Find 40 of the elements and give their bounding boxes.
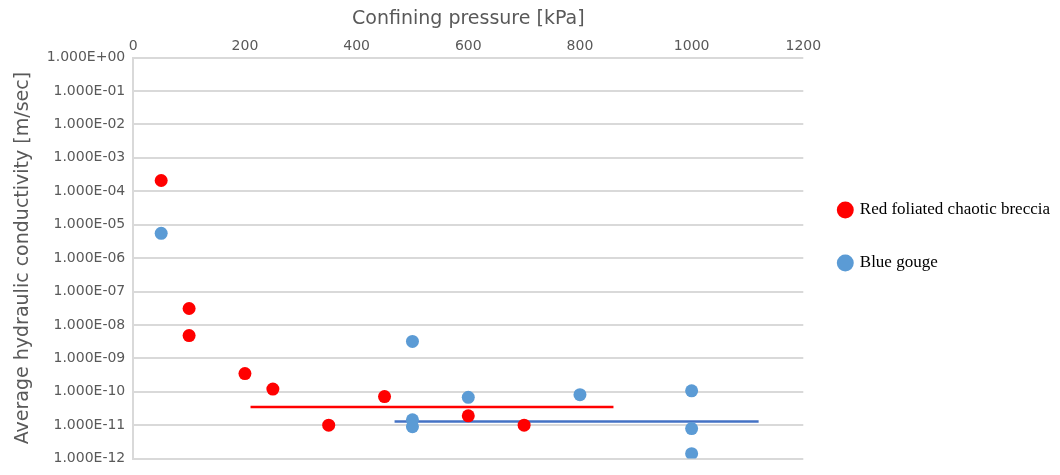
point — [405, 334, 419, 348]
x-tick-label: 0 — [128, 36, 138, 53]
point — [461, 409, 475, 423]
point — [182, 302, 196, 316]
y-tick-label: 1.000E-04 — [53, 181, 126, 198]
legend-label: Blue gouge — [859, 252, 938, 272]
y-tick-label: 1.000E-12 — [53, 449, 126, 466]
point — [182, 329, 196, 343]
x-tick-label: 400 — [343, 36, 370, 53]
legend-label: Red foliated chaotic breccia — [859, 199, 1051, 219]
x-tick-label: 600 — [454, 36, 482, 53]
y-tick-label: 1.000E+00 — [46, 48, 126, 65]
point — [573, 388, 587, 402]
y-tick-label: 1.000E-01 — [53, 81, 126, 98]
point — [378, 390, 392, 404]
x-axis-title: Confining pressure [kPa] — [352, 6, 585, 29]
y-tick-label: 1.000E-08 — [53, 315, 126, 332]
y-tick-label: 1.000E-02 — [53, 115, 126, 132]
point — [154, 226, 168, 240]
x-tick-label: 1000 — [673, 36, 710, 53]
y-tick-label: 1.000E-05 — [53, 215, 126, 232]
x-tick-label: 800 — [566, 36, 594, 53]
point — [154, 174, 168, 187]
y-tick-label: 1.000E-06 — [53, 248, 126, 265]
y-tick-label: 1.000E-03 — [53, 148, 126, 165]
point — [266, 382, 280, 396]
y-tick-label: 1.000E-11 — [53, 415, 126, 432]
point — [322, 418, 336, 432]
y-axis-title: Average hydraulic conductivity [m/sec] — [10, 71, 33, 445]
point — [238, 367, 252, 381]
point — [685, 422, 699, 436]
point — [461, 390, 475, 404]
y-tick-label: 1.000E-09 — [53, 348, 126, 365]
y-tick-label: 1.000E-10 — [53, 382, 126, 399]
x-tick-label: 200 — [231, 36, 259, 53]
point — [685, 447, 699, 459]
point — [517, 418, 531, 432]
y-tick-label: 1.000E-07 — [53, 282, 126, 299]
point — [685, 384, 699, 398]
x-tick-label: 1200 — [785, 36, 822, 53]
